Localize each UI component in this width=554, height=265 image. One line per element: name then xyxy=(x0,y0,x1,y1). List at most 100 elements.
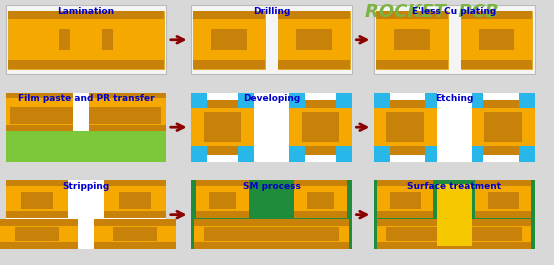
Bar xyxy=(104,180,166,218)
Bar xyxy=(0,219,78,249)
Bar xyxy=(6,93,166,162)
Bar xyxy=(238,93,254,108)
Bar xyxy=(6,125,166,131)
Bar xyxy=(193,60,265,69)
Text: ROCKET  PCB: ROCKET PCB xyxy=(365,3,499,21)
Bar xyxy=(461,11,532,69)
Bar xyxy=(73,93,89,131)
Bar xyxy=(374,100,437,155)
Bar xyxy=(6,5,166,74)
Bar xyxy=(472,147,483,162)
Bar xyxy=(377,219,531,249)
Bar xyxy=(8,60,164,69)
Bar xyxy=(519,147,535,162)
Bar xyxy=(104,211,166,218)
Bar xyxy=(15,227,59,241)
Bar xyxy=(425,147,437,162)
Bar xyxy=(6,180,68,186)
Bar xyxy=(0,242,78,249)
Bar xyxy=(191,147,207,162)
Bar xyxy=(11,107,73,124)
Bar xyxy=(194,242,348,249)
Text: Surface treatment: Surface treatment xyxy=(407,182,501,191)
Bar xyxy=(211,29,247,50)
Bar xyxy=(94,242,176,249)
Bar xyxy=(475,180,531,218)
Bar xyxy=(194,219,348,249)
Bar xyxy=(377,219,531,226)
Bar xyxy=(374,93,535,162)
Bar xyxy=(387,112,424,142)
Bar xyxy=(294,211,347,218)
Bar xyxy=(191,147,254,155)
Bar xyxy=(475,211,531,218)
Bar xyxy=(437,184,472,246)
Bar xyxy=(296,29,332,50)
Text: Stripping: Stripping xyxy=(62,182,110,191)
Bar xyxy=(488,192,519,209)
Bar xyxy=(191,93,352,162)
Bar xyxy=(204,227,339,241)
Bar xyxy=(191,100,254,155)
Bar xyxy=(461,11,532,19)
Bar xyxy=(278,60,350,69)
Bar xyxy=(376,11,448,19)
Text: Etching: Etching xyxy=(435,94,474,103)
Bar xyxy=(191,93,207,108)
Bar xyxy=(479,29,515,50)
Bar xyxy=(196,180,249,218)
Bar xyxy=(6,93,166,131)
Bar xyxy=(472,147,535,155)
Bar xyxy=(461,60,532,69)
Bar xyxy=(238,147,254,162)
Bar xyxy=(94,219,176,249)
Bar xyxy=(336,147,352,162)
Bar xyxy=(472,93,483,108)
Bar xyxy=(196,180,249,186)
Bar xyxy=(289,100,352,155)
Bar xyxy=(6,180,166,249)
Bar xyxy=(307,192,334,209)
Text: Film paste and PR transfer: Film paste and PR transfer xyxy=(18,94,154,103)
Bar xyxy=(289,147,305,162)
Text: Lamination: Lamination xyxy=(57,7,115,16)
Bar xyxy=(6,93,166,98)
Bar xyxy=(374,147,437,155)
Bar xyxy=(374,93,390,108)
Bar xyxy=(485,112,522,142)
Bar xyxy=(191,100,254,108)
Bar xyxy=(278,11,350,19)
Bar xyxy=(289,93,305,108)
Bar xyxy=(377,211,433,218)
Bar xyxy=(389,192,421,209)
Bar xyxy=(376,11,448,69)
Bar xyxy=(377,180,433,186)
Bar xyxy=(394,29,430,50)
Bar xyxy=(8,11,164,19)
Bar xyxy=(196,211,249,218)
Bar xyxy=(376,60,448,69)
Text: SM process: SM process xyxy=(243,182,300,191)
Bar xyxy=(278,11,350,69)
Bar xyxy=(119,192,151,209)
Bar xyxy=(191,180,352,249)
Text: E'less Cu plating: E'less Cu plating xyxy=(412,7,496,16)
Bar xyxy=(472,100,535,155)
Bar xyxy=(8,11,164,69)
Bar xyxy=(294,180,347,218)
Bar xyxy=(302,112,339,142)
Bar xyxy=(374,100,437,108)
Bar xyxy=(519,93,535,108)
Bar xyxy=(374,180,535,249)
Bar xyxy=(89,107,161,124)
Bar xyxy=(194,219,348,226)
Bar xyxy=(94,219,176,226)
Bar xyxy=(59,29,70,50)
Bar xyxy=(374,147,390,162)
Bar xyxy=(425,93,437,108)
Bar xyxy=(193,11,265,69)
Bar xyxy=(6,211,68,218)
Bar xyxy=(472,100,535,108)
Bar xyxy=(294,180,347,186)
Bar xyxy=(289,147,352,155)
